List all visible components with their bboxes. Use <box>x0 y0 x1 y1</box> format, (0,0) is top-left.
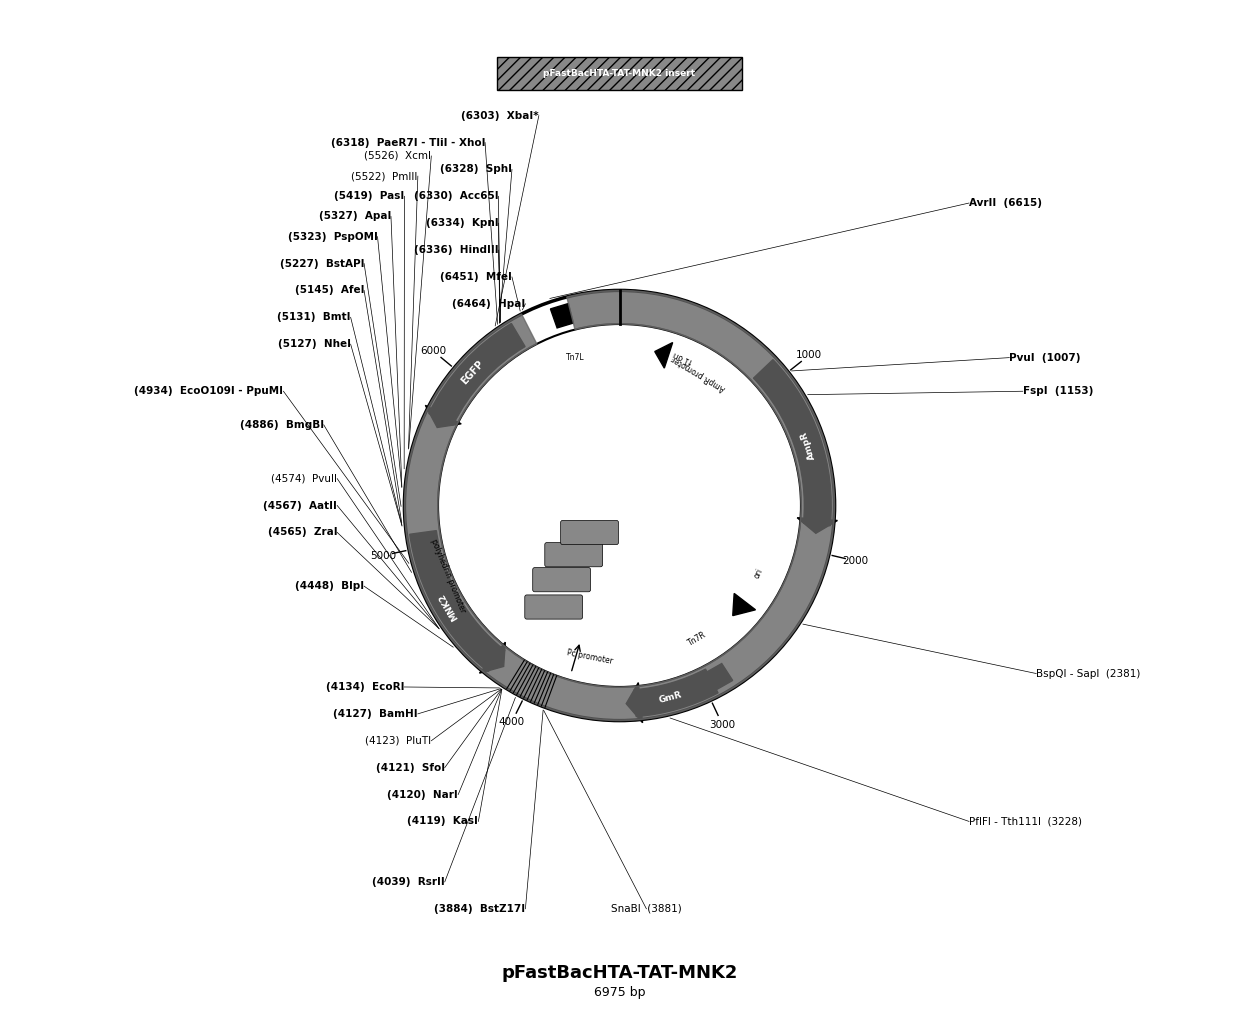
Text: (5323)  PspOMI: (5323) PspOMI <box>287 232 378 242</box>
Text: (4123)  PluTI: (4123) PluTI <box>366 736 431 746</box>
Text: AmpR: AmpR <box>799 430 818 461</box>
Text: EGFP: EGFP <box>460 358 486 386</box>
Text: pFastBacHTA-TAT-MNK2 insert: pFastBacHTA-TAT-MNK2 insert <box>544 69 695 78</box>
Text: GmR: GmR <box>658 690 683 705</box>
Text: BspQI - SapI  (2381): BspQI - SapI (2381) <box>1036 668 1141 678</box>
Text: SnaBI  (3881): SnaBI (3881) <box>611 904 681 914</box>
Text: (4039)  RsrII: (4039) RsrII <box>372 877 445 887</box>
Polygon shape <box>797 518 838 534</box>
FancyBboxPatch shape <box>497 58 742 90</box>
FancyBboxPatch shape <box>525 594 582 619</box>
Wedge shape <box>634 669 719 717</box>
Wedge shape <box>410 531 504 671</box>
Text: PflFI - Tth111I  (3228): PflFI - Tth111I (3228) <box>969 817 1082 826</box>
Text: f1 ori: f1 ori <box>672 349 694 365</box>
Text: FspI  (1153): FspI (1153) <box>1022 386 1093 396</box>
Text: Tn7R: Tn7R <box>686 630 709 648</box>
FancyBboxPatch shape <box>560 521 618 545</box>
Text: (5227)  BstAPI: (5227) BstAPI <box>280 259 364 269</box>
Text: (5145)  AfeI: (5145) AfeI <box>295 285 364 295</box>
Text: 5000: 5000 <box>369 551 395 560</box>
Polygon shape <box>654 343 673 368</box>
Text: 6975 bp: 6975 bp <box>593 987 646 999</box>
Text: MNK2: MNK2 <box>437 591 460 622</box>
Text: (6303)  XbaI*: (6303) XbaI* <box>461 110 539 120</box>
Text: (3884)  BstZ17I: (3884) BstZ17I <box>435 904 525 914</box>
Wedge shape <box>404 290 835 721</box>
Polygon shape <box>626 682 643 723</box>
Text: (4120)  NarI: (4120) NarI <box>388 790 458 800</box>
Text: (4121)  SfoI: (4121) SfoI <box>375 762 445 772</box>
Text: (5522)  PmlII: (5522) PmlII <box>352 171 418 181</box>
Wedge shape <box>429 324 525 426</box>
Polygon shape <box>703 663 732 693</box>
Polygon shape <box>425 405 461 428</box>
Text: 3000: 3000 <box>709 720 736 730</box>
Text: (6330)  Acc65I: (6330) Acc65I <box>414 191 498 201</box>
FancyBboxPatch shape <box>545 543 602 567</box>
Text: (6318)  PaeR7I - TliI - XhoI: (6318) PaeR7I - TliI - XhoI <box>331 137 486 148</box>
Polygon shape <box>732 593 756 616</box>
Polygon shape <box>479 642 506 673</box>
Text: 6000: 6000 <box>420 346 446 356</box>
Text: Tn7L: Tn7L <box>565 353 585 362</box>
Text: (4567)  AatII: (4567) AatII <box>264 500 337 511</box>
Text: (5327)  ApaI: (5327) ApaI <box>318 211 392 221</box>
Text: (6336)  HindIII: (6336) HindIII <box>414 245 498 255</box>
Text: 1000: 1000 <box>797 350 823 360</box>
Wedge shape <box>753 360 831 526</box>
Text: (4574)  PvuII: (4574) PvuII <box>271 473 337 483</box>
Text: (4127)  BamHI: (4127) BamHI <box>333 709 418 719</box>
Text: (4119)  KasI: (4119) KasI <box>408 817 478 826</box>
Text: AmpR promoter: AmpR promoter <box>670 354 727 392</box>
Text: AvrII  (6615): AvrII (6615) <box>969 198 1042 208</box>
Text: polyhedrin promoter: polyhedrin promoter <box>429 537 467 614</box>
Text: (6328)  SphI: (6328) SphI <box>440 165 512 175</box>
Text: (4886)  BmgBI: (4886) BmgBI <box>239 420 323 430</box>
Text: (6334)  KpnI: (6334) KpnI <box>426 218 498 228</box>
Text: (5419)  PasI: (5419) PasI <box>335 191 404 201</box>
Text: ori: ori <box>752 567 764 580</box>
FancyBboxPatch shape <box>533 567 591 591</box>
Text: PvuI  (1007): PvuI (1007) <box>1010 353 1080 363</box>
Text: (4565)  ZraI: (4565) ZraI <box>268 528 337 538</box>
Text: 4000: 4000 <box>498 717 525 727</box>
Text: (6464)  HpaI: (6464) HpaI <box>452 299 525 308</box>
Text: pFastBacHTA-TAT-MNK2: pFastBacHTA-TAT-MNK2 <box>502 963 737 982</box>
Text: 2000: 2000 <box>843 556 869 566</box>
Text: (5127)  NheI: (5127) NheI <box>278 339 351 349</box>
Text: (4134)  EcoRI: (4134) EcoRI <box>326 682 404 692</box>
Text: (5131)  BmtI: (5131) BmtI <box>278 312 351 323</box>
Polygon shape <box>550 303 574 328</box>
Text: (6451)  MfeI: (6451) MfeI <box>440 272 512 282</box>
Text: (5526)  XcmI: (5526) XcmI <box>364 151 431 161</box>
Text: Pc promoter: Pc promoter <box>566 648 613 666</box>
Text: (4448)  BlpI: (4448) BlpI <box>295 581 364 591</box>
Text: (4934)  EcoO109I - PpuMI: (4934) EcoO109I - PpuMI <box>134 386 284 396</box>
